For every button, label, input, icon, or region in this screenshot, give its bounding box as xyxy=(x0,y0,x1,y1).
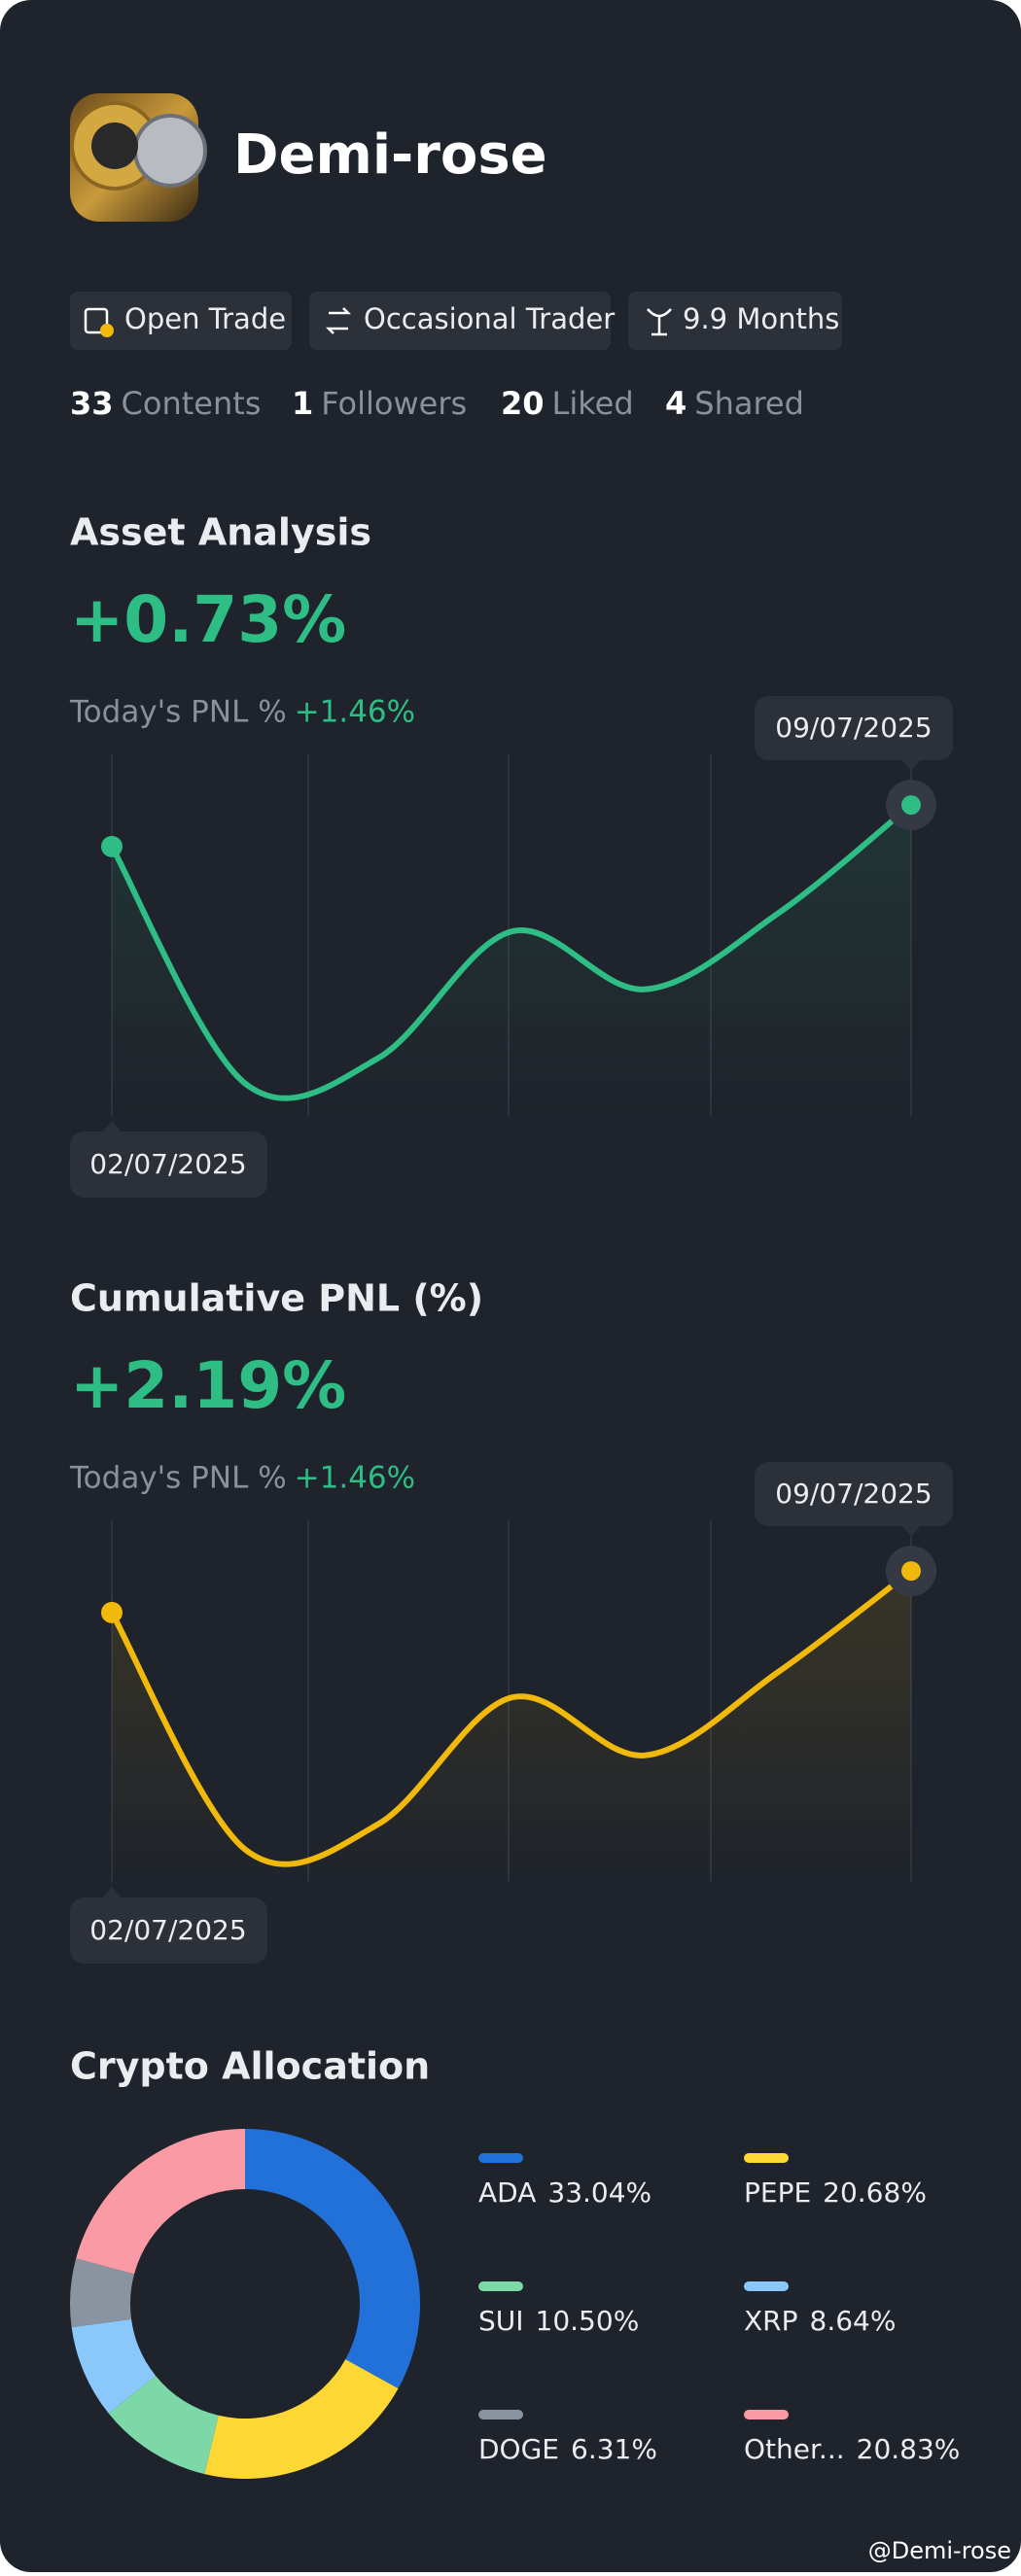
point-marker xyxy=(101,835,123,857)
pnl-change: +1.46% xyxy=(295,695,415,730)
tag-icon xyxy=(325,307,352,334)
stat-value: 4 xyxy=(665,385,687,422)
legend-value: 33.04% xyxy=(547,2176,651,2209)
line-series xyxy=(109,1568,914,1867)
donut-segment xyxy=(108,2375,219,2475)
stat-label: Contents xyxy=(122,385,262,422)
legend-value: 6.31% xyxy=(571,2433,657,2465)
legend-label: DOGE xyxy=(478,2433,559,2465)
legend-value: 20.68% xyxy=(823,2176,927,2209)
tooltip-arrow xyxy=(102,1121,122,1132)
donut-segment xyxy=(71,2318,157,2414)
donut-segment xyxy=(245,2129,421,2389)
user-name: Demi-rose xyxy=(233,123,547,187)
stat-value: 1 xyxy=(292,385,313,422)
tag-chip xyxy=(309,292,611,350)
tag-icon xyxy=(100,324,114,337)
pnl-change: +1.46% xyxy=(295,1461,415,1496)
headline-value: +0.73% xyxy=(70,582,346,657)
tooltip-arrow xyxy=(901,1525,921,1537)
pnl-label: Today's PNL % xyxy=(69,695,287,730)
stat-label: Shared xyxy=(694,385,804,422)
legend-swatch xyxy=(478,2153,523,2163)
stat-value: 20 xyxy=(501,385,545,422)
pnl-label: Today's PNL % xyxy=(69,1461,287,1496)
stats-row: 33 Contents 1 Followers 20 Liked 4 Shared xyxy=(70,385,804,422)
legend-label: Other... xyxy=(744,2433,845,2465)
legend-value: 20.83% xyxy=(857,2433,961,2465)
tooltip-box xyxy=(755,1462,953,1526)
legend-swatch xyxy=(744,2410,789,2419)
legend-value: 8.64% xyxy=(810,2305,897,2337)
point-marker xyxy=(901,1561,921,1582)
tag-chip xyxy=(70,292,292,350)
legend-swatch xyxy=(744,2153,789,2163)
section-title: Asset Analysis xyxy=(70,511,371,554)
tooltip-date: 09/07/2025 xyxy=(775,1478,932,1510)
donut-segment xyxy=(70,2258,135,2328)
point-marker xyxy=(101,1601,123,1623)
legend-label: SUI xyxy=(478,2305,524,2337)
legend-swatch xyxy=(478,2410,523,2419)
stat-label: Liked xyxy=(552,385,634,422)
tooltip-arrow xyxy=(901,759,921,771)
stat-value: 33 xyxy=(70,385,114,422)
tag-label: Open Trade xyxy=(124,302,286,335)
tooltip-date: 02/07/2025 xyxy=(89,1914,246,1946)
legend-label: XRP xyxy=(744,2305,798,2337)
watermark: @Demi-rose xyxy=(868,2537,1011,2564)
tag-chip xyxy=(628,292,842,350)
tag-label: Occasional Trader xyxy=(364,302,615,335)
legend-value: 10.50% xyxy=(536,2305,640,2337)
tooltip-arrow xyxy=(102,1887,122,1898)
tooltip-box xyxy=(755,696,953,760)
legend-swatch xyxy=(744,2281,789,2291)
tooltip-date: 02/07/2025 xyxy=(89,1148,246,1180)
legend-swatch xyxy=(478,2281,523,2291)
section-title: Crypto Allocation xyxy=(70,2045,430,2088)
legend-label: ADA xyxy=(478,2176,536,2209)
donut-segment xyxy=(76,2129,245,2275)
line-area xyxy=(112,805,911,1116)
stat-label: Followers xyxy=(321,385,467,422)
section-title: Cumulative PNL (%) xyxy=(70,1277,483,1320)
legend-label: PEPE xyxy=(744,2176,811,2209)
line-area xyxy=(112,1571,911,1882)
point-marker xyxy=(901,795,921,816)
line-series xyxy=(109,802,914,1101)
tag-icon xyxy=(84,307,109,334)
avatar[interactable] xyxy=(70,93,207,222)
headline-value: +2.19% xyxy=(70,1348,346,1423)
charts: Asset Analysis+0.73%Today's PNL % +1.46% 0… xyxy=(69,511,960,2480)
tag-label: 9.9 Months xyxy=(683,302,839,335)
tooltip-date: 09/07/2025 xyxy=(775,712,932,744)
tooltip-box xyxy=(70,1131,267,1198)
donut-segment xyxy=(204,2359,399,2480)
tooltip-box xyxy=(70,1897,267,1964)
tag-icon xyxy=(647,308,672,336)
